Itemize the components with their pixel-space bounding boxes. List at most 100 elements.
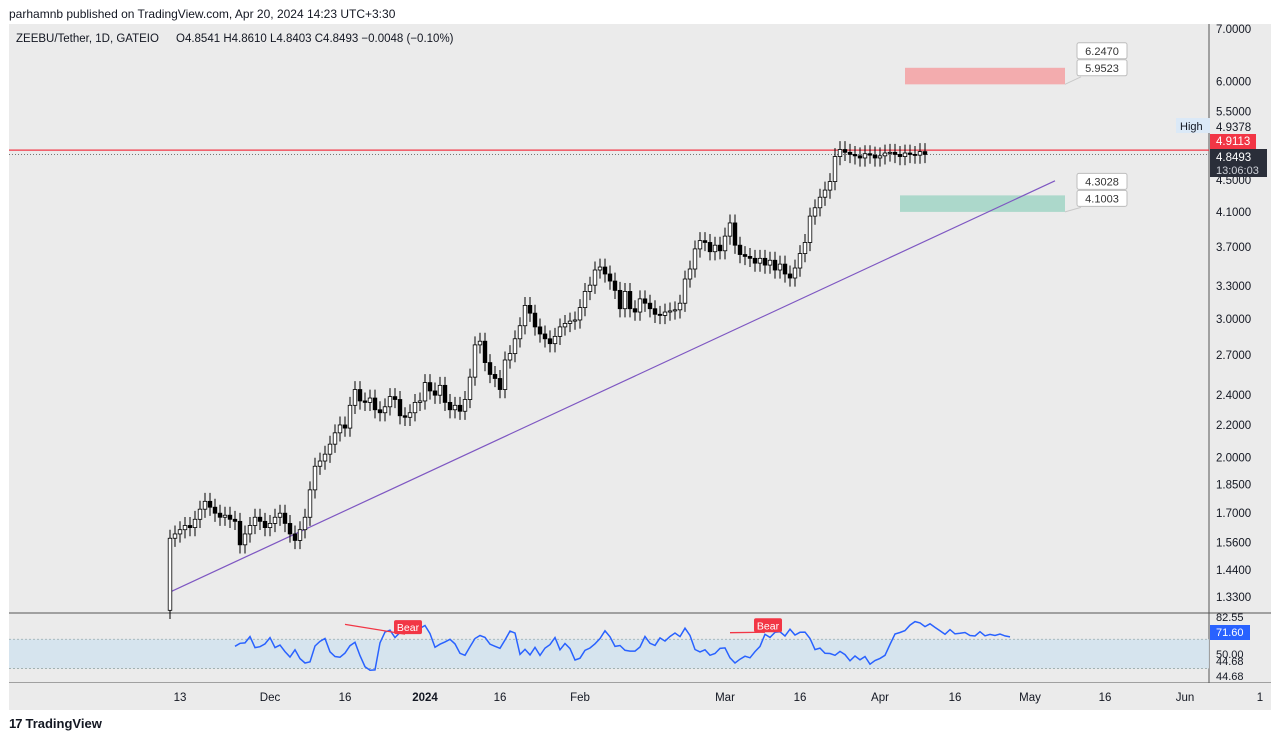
candle-body	[682, 278, 688, 304]
candle-body	[437, 384, 443, 396]
candle-body	[507, 353, 513, 361]
candle-body	[317, 460, 323, 467]
candle-body	[562, 323, 568, 328]
candle-body	[362, 400, 368, 403]
support-label-text: 4.1003	[1085, 193, 1119, 205]
time-tick-label: 16	[494, 692, 507, 704]
chart-frame[interactable]	[9, 24, 1271, 710]
price-tick-label: 1.4400	[1216, 565, 1251, 577]
high-label-bg	[1176, 118, 1210, 133]
candle-body	[282, 512, 288, 524]
candle-body	[597, 266, 603, 271]
candle-body	[312, 465, 318, 491]
candle-body	[222, 514, 228, 518]
time-tick-label: 1	[1257, 692, 1263, 704]
support-label-pointer	[1064, 206, 1082, 213]
candle-body	[912, 154, 918, 156]
candle-body	[467, 376, 473, 400]
candle-body	[907, 152, 913, 155]
candle-body	[197, 508, 203, 520]
candle-body	[742, 254, 748, 257]
candle-body	[482, 340, 488, 363]
candle-body	[227, 514, 233, 520]
candle-body	[417, 400, 423, 403]
trendline	[169, 180, 1056, 593]
candle-body	[332, 432, 338, 445]
bear-label: Bear	[757, 620, 780, 632]
time-tick-label: 16	[794, 692, 807, 704]
level-badge-bg	[1210, 134, 1256, 149]
candle-body	[307, 489, 313, 518]
candle-body	[427, 382, 433, 392]
candle-body	[847, 151, 853, 155]
candle-body	[772, 259, 778, 271]
last-price-value: 4.8493	[1216, 152, 1251, 164]
candle-body	[807, 215, 813, 243]
candle-body	[827, 181, 833, 191]
candle-body	[697, 240, 703, 250]
price-tick-label: 1.3300	[1216, 592, 1251, 604]
candle-body	[167, 537, 173, 611]
price-tick-label: 2.4000	[1216, 390, 1251, 402]
price-tick-label: 7.0000	[1216, 24, 1251, 36]
price-tick-label: 3.7000	[1216, 242, 1251, 254]
candle-body	[622, 291, 628, 310]
candle-body	[302, 516, 308, 531]
rsi-tick-lower-2: 44.68	[1216, 671, 1244, 683]
candle-body	[387, 396, 393, 408]
target-label-box	[1076, 59, 1128, 77]
candle-body	[357, 389, 363, 402]
candle-body	[372, 397, 378, 411]
candle-body	[177, 529, 183, 535]
candle-body	[667, 310, 673, 313]
candle-body	[817, 196, 823, 209]
candle-body	[862, 153, 868, 159]
legend-symbol: ZEEBU/Tether, 1D, GATEIO	[16, 33, 159, 45]
candle-body	[322, 453, 328, 462]
rsi-tick-mid: 50.00	[1216, 649, 1244, 661]
candle-body	[342, 424, 348, 429]
brand-name: TradingView	[25, 716, 102, 731]
candle-body	[577, 307, 583, 321]
time-tick-label: Mar	[715, 692, 735, 704]
price-tick-label: 2.0000	[1216, 453, 1251, 465]
candle-body	[842, 149, 848, 153]
candle-body	[832, 156, 838, 182]
time-tick-label: 16	[949, 692, 962, 704]
price-tick-label: 4.1000	[1216, 207, 1251, 219]
candle-body	[292, 533, 298, 541]
candle-body	[237, 520, 243, 546]
candle-body	[252, 516, 258, 526]
brand-footer[interactable]: 17 TradingView	[9, 716, 102, 731]
candle-body	[607, 273, 613, 282]
time-tick-label: 16	[339, 692, 352, 704]
candle-body	[247, 525, 253, 535]
candle-body	[217, 512, 223, 518]
price-tick-label: 4.5000	[1216, 175, 1251, 187]
candle-body	[402, 415, 408, 418]
candle-body	[552, 335, 558, 345]
candle-body	[632, 308, 638, 313]
candle-body	[347, 404, 353, 429]
candle-body	[232, 518, 238, 522]
support-label-box	[1076, 189, 1128, 207]
candle-body	[797, 253, 803, 269]
time-tick-label: Feb	[570, 692, 590, 704]
candle-body	[202, 500, 208, 510]
candle-body	[172, 533, 178, 539]
target-label-pointer	[1064, 76, 1082, 85]
high-label: High	[1180, 121, 1203, 133]
candle-body	[457, 404, 463, 412]
price-tick-label: 1.7000	[1216, 508, 1251, 520]
candle-body	[717, 244, 723, 252]
rsi-current-badge	[1210, 625, 1250, 640]
candle-body	[212, 506, 218, 514]
candle-body	[262, 520, 268, 528]
price-tick-label: 6.0000	[1216, 77, 1251, 89]
candle-body	[882, 152, 888, 157]
rsi-tick-upper: 82.55	[1216, 612, 1244, 624]
candle-body	[657, 313, 663, 316]
candle-body	[557, 326, 563, 337]
candle-body	[397, 399, 403, 417]
